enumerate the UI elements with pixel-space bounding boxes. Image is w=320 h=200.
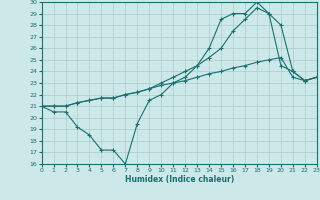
X-axis label: Humidex (Indice chaleur): Humidex (Indice chaleur)	[124, 175, 234, 184]
